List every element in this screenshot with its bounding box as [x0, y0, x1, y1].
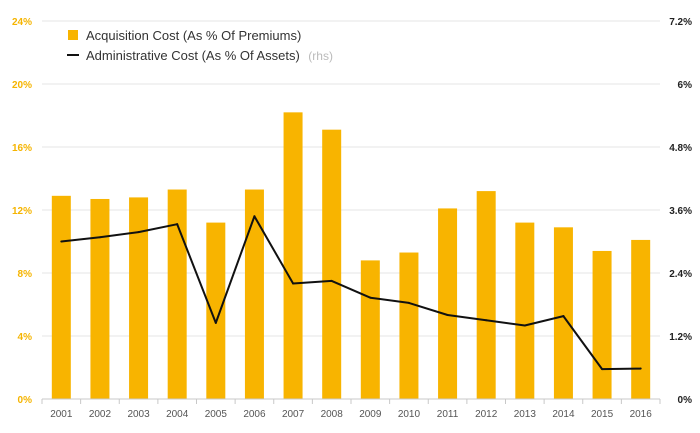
left-axis-tick-label: 20% — [12, 80, 32, 91]
line-point — [369, 296, 372, 299]
bar — [322, 129, 342, 400]
left-axis-tick-label: 16% — [12, 143, 32, 154]
line-point — [601, 368, 604, 371]
right-axis-tick-label: 4.8% — [669, 143, 692, 154]
bar — [167, 189, 187, 399]
x-axis-tick-label: 2010 — [398, 409, 421, 420]
bar — [206, 222, 226, 399]
right-axis-tick-label: 6% — [678, 80, 693, 91]
bar — [129, 197, 149, 399]
right-axis-tick-label: 1.2% — [669, 332, 692, 343]
line-point — [485, 319, 488, 322]
line-point — [639, 367, 642, 370]
legend: Acquisition Cost (As % Of Premiums) Admi… — [67, 28, 333, 64]
line-path — [61, 215, 641, 371]
bar — [51, 195, 71, 399]
bar — [438, 208, 458, 399]
x-axis-tick-label: 2008 — [321, 409, 344, 420]
x-axis-tick-label: 2004 — [166, 409, 189, 420]
line-point — [176, 223, 179, 226]
x-axis-tick-label: 2011 — [437, 409, 459, 420]
right-axis-tick-label: 2.4% — [669, 269, 692, 280]
line-point — [253, 215, 256, 218]
x-axis-tick-label: 2015 — [591, 409, 614, 420]
right-axis-tick-label: 7.2% — [669, 17, 692, 28]
left-axis-tick-label: 8% — [18, 269, 33, 280]
left-axis-tick-label: 12% — [12, 206, 32, 217]
bar-series-acquisition-cost — [51, 112, 651, 400]
legend-label-administrative-cost: Administrative Cost (As % Of Assets) (rh… — [86, 47, 333, 64]
line-point — [330, 279, 333, 282]
line-point — [562, 315, 565, 318]
x-axis-tick-label: 2012 — [475, 409, 498, 420]
x-axis-tick-label: 2001 — [50, 409, 73, 420]
left-axis-tick-label: 4% — [18, 332, 33, 343]
left-axis: 0% 4% 8% 12% 16% 20% 24% — [12, 17, 32, 406]
bar — [592, 250, 612, 399]
line-series-administrative-cost — [60, 215, 642, 371]
x-axis-tick-label: 2009 — [359, 409, 382, 420]
bar — [553, 227, 573, 399]
legend-label-acquisition-cost: Acquisition Cost (As % Of Premiums) — [86, 28, 301, 43]
right-axis: 0% 1.2% 2.4% 3.6% 4.8% 6% 7.2% — [669, 17, 692, 406]
line-point — [292, 282, 295, 285]
right-axis-tick-label: 0% — [678, 395, 693, 406]
line-point — [446, 314, 449, 316]
bar — [476, 191, 496, 399]
bar — [631, 239, 651, 399]
x-axis-tick-label: 2005 — [205, 409, 228, 420]
bar — [90, 198, 110, 399]
right-axis-tick-label: 3.6% — [669, 206, 692, 217]
x-axis-tick-label: 2013 — [514, 409, 537, 420]
line-point — [137, 231, 140, 234]
bar — [244, 189, 264, 399]
bar — [360, 260, 380, 399]
x-axis-tick-label: 2006 — [243, 409, 266, 420]
x-axis-tick-label: 2014 — [552, 409, 575, 420]
line-point — [214, 321, 217, 324]
legend-swatch-acquisition-cost — [68, 30, 78, 40]
bar — [283, 112, 303, 399]
x-axis-tick-label: 2007 — [282, 409, 305, 420]
bar — [515, 222, 535, 399]
x-axis: 2001 2002 2003 2004 2005 2006 2007 2008 2009 2010… — [41, 398, 661, 420]
x-axis-tick-label: 2016 — [630, 409, 653, 420]
left-axis-tick-label: 0% — [18, 395, 33, 406]
line-point — [60, 240, 63, 243]
x-axis-tick-label: 2002 — [89, 409, 112, 420]
line-point — [523, 324, 526, 327]
line-point — [98, 236, 101, 239]
bar — [399, 252, 419, 399]
line-point — [407, 301, 410, 304]
left-axis-tick-label: 24% — [12, 17, 32, 28]
x-axis-tick-label: 2003 — [127, 409, 150, 420]
